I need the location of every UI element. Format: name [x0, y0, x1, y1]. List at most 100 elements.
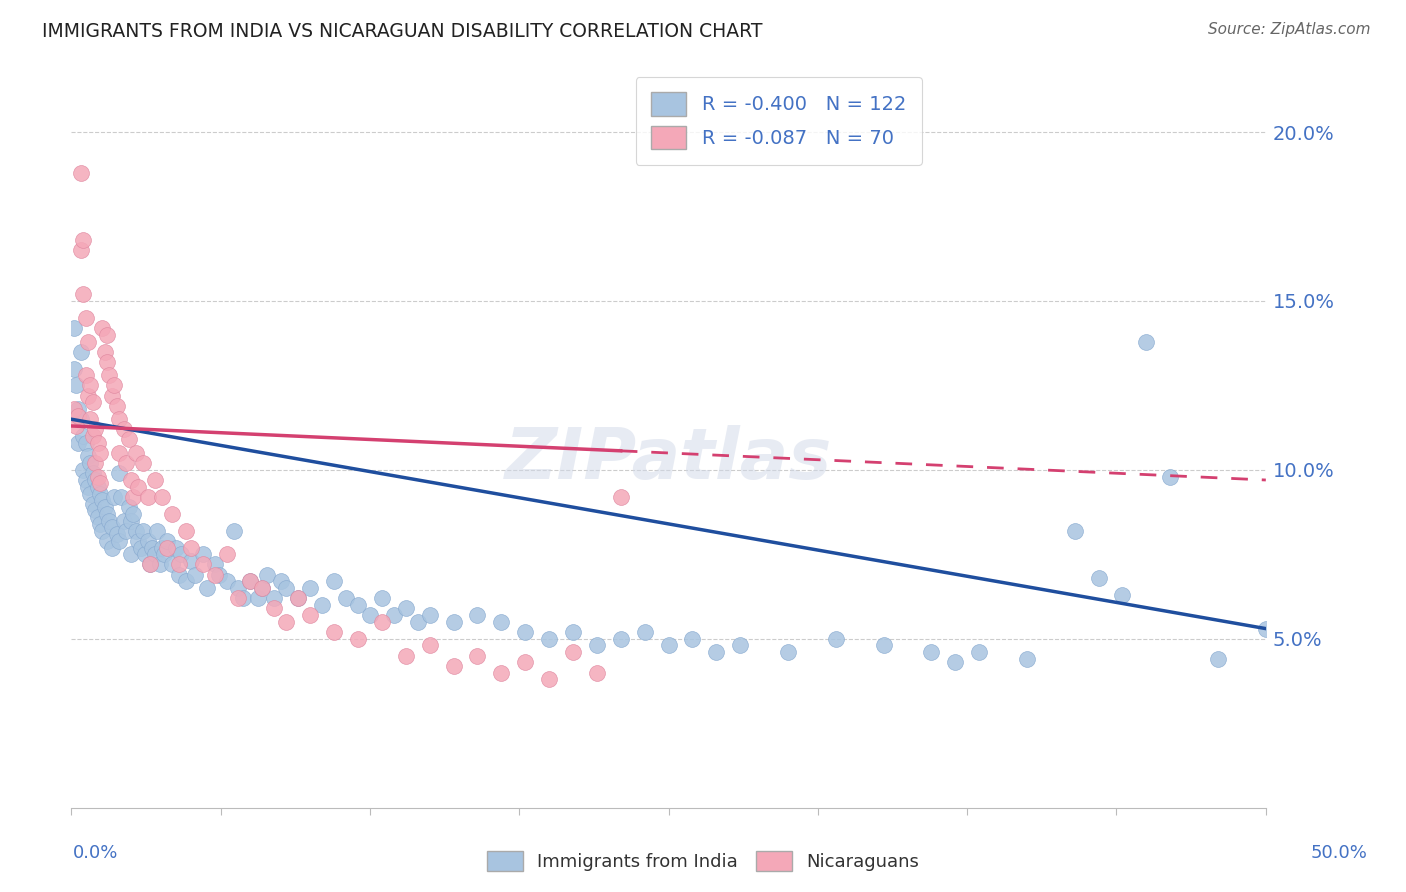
Point	[108, 412, 131, 426]
Point	[84, 456, 107, 470]
Point	[232, 591, 254, 606]
Point	[150, 490, 173, 504]
Point	[108, 533, 131, 548]
Point	[174, 524, 197, 538]
Point	[156, 541, 179, 555]
Point	[141, 541, 163, 555]
Text: IMMIGRANTS FROM INDIA VS NICARAGUAN DISABILITY CORRELATION CHART: IMMIGRANTS FROM INDIA VS NICARAGUAN DISA…	[42, 22, 762, 41]
Point	[98, 368, 121, 383]
Point	[406, 615, 429, 629]
Point	[872, 639, 894, 653]
Point	[108, 467, 131, 481]
Point	[609, 632, 631, 646]
Point	[77, 388, 100, 402]
Point	[91, 524, 114, 538]
Point	[160, 507, 183, 521]
Point	[91, 493, 114, 508]
Point	[139, 558, 162, 572]
Point	[77, 334, 100, 349]
Point	[150, 541, 173, 555]
Point	[122, 490, 145, 504]
Point	[204, 567, 226, 582]
Point	[93, 500, 115, 514]
Point	[1206, 652, 1229, 666]
Point	[347, 598, 370, 612]
Point	[633, 625, 655, 640]
Point	[84, 422, 107, 436]
Point	[65, 378, 87, 392]
Point	[239, 574, 262, 589]
Legend: Immigrants from India, Nicaraguans: Immigrants from India, Nicaraguans	[479, 844, 927, 879]
Point	[72, 429, 94, 443]
Point	[359, 608, 381, 623]
Point	[79, 456, 101, 470]
Point	[91, 321, 114, 335]
Point	[146, 524, 169, 538]
Point	[228, 581, 250, 595]
Point	[127, 480, 149, 494]
Point	[103, 490, 125, 504]
Point	[1111, 588, 1133, 602]
Point	[515, 656, 537, 670]
Point	[776, 645, 799, 659]
Point	[65, 419, 87, 434]
Point	[191, 547, 214, 561]
Point	[246, 591, 269, 606]
Point	[1159, 469, 1181, 483]
Point	[287, 591, 309, 606]
Point	[122, 507, 145, 521]
Point	[419, 608, 441, 623]
Point	[1135, 334, 1157, 349]
Point	[75, 473, 97, 487]
Point	[215, 547, 238, 561]
Point	[1087, 571, 1109, 585]
Point	[160, 558, 183, 572]
Point	[75, 368, 97, 383]
Point	[125, 524, 148, 538]
Point	[323, 625, 346, 640]
Point	[96, 327, 118, 342]
Point	[167, 567, 190, 582]
Point	[270, 574, 292, 589]
Point	[222, 524, 245, 538]
Point	[287, 591, 309, 606]
Point	[467, 608, 489, 623]
Point	[609, 490, 631, 504]
Point	[79, 486, 101, 500]
Point	[586, 665, 609, 680]
Point	[129, 541, 152, 555]
Point	[824, 632, 846, 646]
Point	[263, 601, 285, 615]
Point	[105, 527, 128, 541]
Point	[252, 581, 274, 595]
Point	[132, 456, 155, 470]
Legend: R = -0.400   N = 122, R = -0.087   N = 70: R = -0.400 N = 122, R = -0.087 N = 70	[636, 77, 921, 165]
Point	[112, 422, 135, 436]
Point	[82, 497, 104, 511]
Point	[371, 591, 394, 606]
Point	[69, 166, 91, 180]
Point	[89, 476, 111, 491]
Point	[72, 233, 94, 247]
Point	[347, 632, 370, 646]
Point	[120, 514, 142, 528]
Point	[82, 395, 104, 409]
Point	[115, 456, 138, 470]
Point	[62, 361, 84, 376]
Point	[395, 648, 418, 663]
Point	[276, 615, 298, 629]
Point	[299, 581, 322, 595]
Point	[89, 516, 111, 531]
Point	[491, 665, 513, 680]
Point	[62, 321, 84, 335]
Point	[143, 547, 166, 561]
Point	[419, 639, 441, 653]
Point	[110, 490, 132, 504]
Point	[89, 446, 111, 460]
Point	[538, 673, 561, 687]
Point	[120, 473, 142, 487]
Point	[67, 402, 90, 417]
Point	[967, 645, 990, 659]
Point	[180, 541, 202, 555]
Point	[84, 473, 107, 487]
